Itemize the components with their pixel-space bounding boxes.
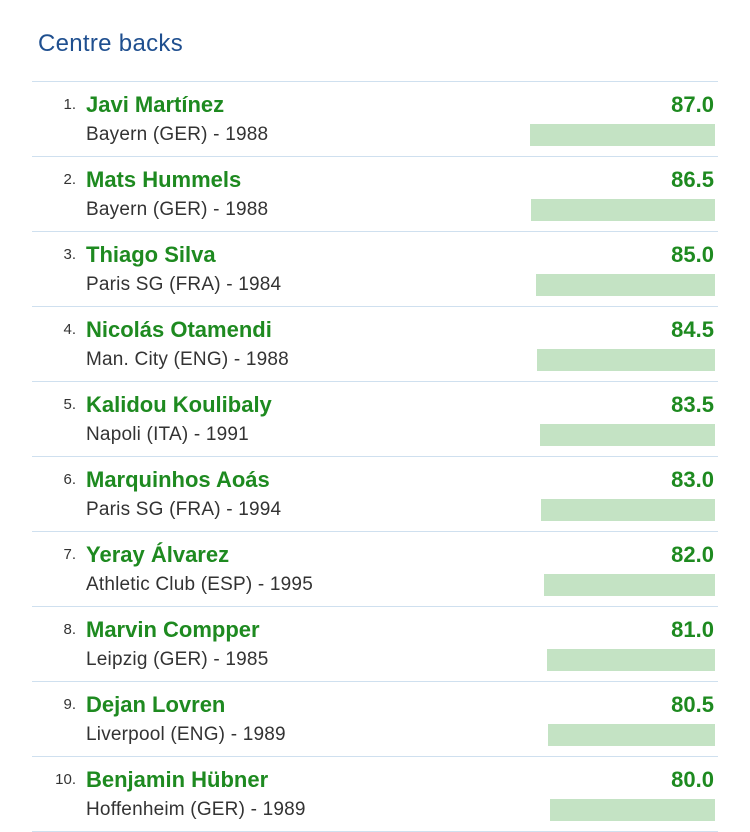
player-row[interactable]: 8. Marvin Compper Leipzig (GER) - 1985 8… bbox=[32, 607, 718, 682]
score-bar bbox=[549, 799, 715, 821]
page-title: Centre backs bbox=[38, 30, 183, 57]
player-club-year: Bayern (GER) - 1988 bbox=[86, 124, 269, 145]
player-club-year: Paris SG (FRA) - 1984 bbox=[86, 274, 282, 295]
player-name[interactable]: Yeray Álvarez bbox=[86, 542, 230, 567]
score-bar bbox=[539, 424, 715, 446]
score-bar bbox=[535, 274, 715, 296]
player-score: 86.5 bbox=[671, 167, 714, 192]
rank-number: 10. bbox=[55, 771, 76, 788]
player-club-year: Hoffenheim (GER) - 1989 bbox=[86, 799, 306, 820]
player-club-year: Leipzig (GER) - 1985 bbox=[86, 649, 269, 670]
player-row[interactable]: 7. Yeray Álvarez Athletic Club (ESP) - 1… bbox=[32, 532, 718, 607]
player-club-year: Athletic Club (ESP) - 1995 bbox=[86, 574, 313, 595]
player-row[interactable]: 2. Mats Hummels Bayern (GER) - 1988 86.5 bbox=[32, 157, 718, 232]
rank-number: 2. bbox=[63, 171, 76, 188]
rank-number: 1. bbox=[63, 96, 76, 113]
player-list: 1. Javi Martínez Bayern (GER) - 1988 87.… bbox=[32, 81, 718, 832]
rank-number: 4. bbox=[63, 321, 76, 338]
player-name[interactable]: Benjamin Hübner bbox=[86, 767, 269, 792]
player-score: 84.5 bbox=[671, 317, 714, 342]
player-row[interactable]: 5. Kalidou Koulibaly Napoli (ITA) - 1991… bbox=[32, 382, 718, 457]
player-club-year: Napoli (ITA) - 1991 bbox=[86, 424, 249, 445]
score-bar bbox=[531, 199, 715, 221]
score-bar bbox=[530, 124, 715, 146]
rank-number: 3. bbox=[63, 246, 76, 263]
rank-number: 6. bbox=[63, 471, 76, 488]
score-bar bbox=[546, 649, 715, 671]
player-name[interactable]: Kalidou Koulibaly bbox=[86, 392, 272, 417]
player-name[interactable]: Thiago Silva bbox=[86, 242, 216, 267]
player-row[interactable]: 1. Javi Martínez Bayern (GER) - 1988 87.… bbox=[32, 82, 718, 157]
player-name[interactable]: Dejan Lovren bbox=[86, 692, 226, 717]
player-row[interactable]: 4. Nicolás Otamendi Man. City (ENG) - 19… bbox=[32, 307, 718, 382]
player-score: 83.0 bbox=[671, 467, 714, 492]
player-name[interactable]: Marvin Compper bbox=[86, 617, 260, 642]
rank-number: 5. bbox=[63, 396, 76, 413]
rank-number: 8. bbox=[63, 621, 76, 638]
player-name[interactable]: Mats Hummels bbox=[86, 167, 242, 192]
player-club-year: Liverpool (ENG) - 1989 bbox=[86, 724, 286, 745]
player-score: 80.0 bbox=[671, 767, 714, 792]
player-score: 82.0 bbox=[671, 542, 714, 567]
player-score: 80.5 bbox=[671, 692, 714, 717]
player-score: 81.0 bbox=[671, 617, 714, 642]
rank-number: 7. bbox=[63, 546, 76, 563]
player-club-year: Paris SG (FRA) - 1994 bbox=[86, 499, 282, 520]
player-name[interactable]: Javi Martínez bbox=[86, 92, 225, 117]
player-score: 85.0 bbox=[671, 242, 714, 267]
player-name[interactable]: Marquinhos Aoás bbox=[86, 467, 270, 492]
score-bar bbox=[537, 349, 715, 371]
player-name[interactable]: Nicolás Otamendi bbox=[86, 317, 272, 342]
player-row[interactable]: 6. Marquinhos Aoás Paris SG (FRA) - 1994… bbox=[32, 457, 718, 532]
player-score: 87.0 bbox=[671, 92, 714, 117]
rank-number: 9. bbox=[63, 696, 76, 713]
player-row[interactable]: 3. Thiago Silva Paris SG (FRA) - 1984 85… bbox=[32, 232, 718, 307]
score-bar bbox=[544, 574, 715, 596]
score-bar bbox=[541, 499, 715, 521]
score-bar bbox=[548, 724, 715, 746]
player-club-year: Bayern (GER) - 1988 bbox=[86, 199, 269, 220]
player-club-year: Man. City (ENG) - 1988 bbox=[86, 349, 289, 370]
player-score: 83.5 bbox=[671, 392, 714, 417]
player-row[interactable]: 10. Benjamin Hübner Hoffenheim (GER) - 1… bbox=[32, 757, 718, 832]
player-row[interactable]: 9. Dejan Lovren Liverpool (ENG) - 1989 8… bbox=[32, 682, 718, 757]
